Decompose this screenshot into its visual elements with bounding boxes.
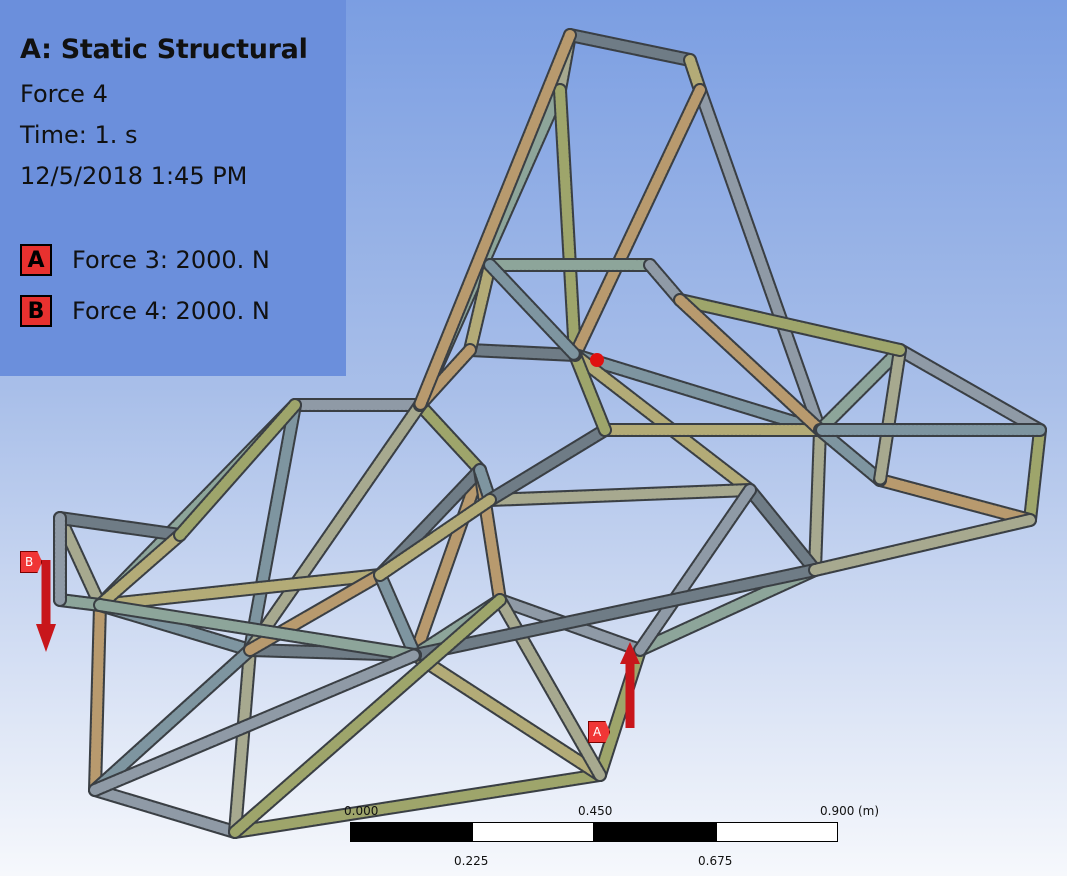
tube xyxy=(95,600,420,660)
tube xyxy=(90,785,240,837)
tube xyxy=(485,485,755,505)
tube xyxy=(465,260,495,355)
analysis-title: A: Static Structural xyxy=(20,34,308,65)
scale-unit: (m) xyxy=(858,804,880,818)
node-marker-icon xyxy=(590,353,604,367)
tube xyxy=(570,350,825,435)
tube xyxy=(90,650,420,795)
tube xyxy=(570,85,705,360)
scale-label-900: 0.900 xyxy=(820,804,855,818)
tube xyxy=(895,345,1045,435)
tube xyxy=(555,85,580,360)
force-a-tag[interactable]: A xyxy=(588,721,611,743)
tube xyxy=(90,600,105,795)
tube xyxy=(410,650,605,780)
tube xyxy=(375,495,495,580)
scale-label-0: 0.000 xyxy=(344,804,379,818)
tube xyxy=(875,475,1035,525)
tube xyxy=(1025,425,1045,525)
scale-segment-1 xyxy=(350,822,472,842)
tube xyxy=(95,530,185,610)
tube xyxy=(815,345,905,435)
tube xyxy=(675,295,905,355)
tube xyxy=(635,485,755,655)
tube xyxy=(695,85,825,435)
scale-label-225: 0.225 xyxy=(454,854,489,868)
force-b-arrow xyxy=(36,560,56,652)
tube xyxy=(485,260,580,360)
details-annotation-panel: A: Static Structural Force 4 Time: 1. s … xyxy=(0,0,346,376)
time-label: Time: 1. s xyxy=(20,121,138,149)
tube xyxy=(410,465,485,660)
tube xyxy=(745,485,820,575)
tube xyxy=(465,345,580,360)
scale-label-450: 0.450 xyxy=(578,804,613,818)
tube xyxy=(410,565,820,660)
tube xyxy=(415,30,575,410)
tube xyxy=(485,425,610,505)
tube xyxy=(55,513,185,540)
legend-key-b: B xyxy=(20,295,52,327)
legend-label-a: Force 3: 2000. N xyxy=(72,246,270,274)
tube xyxy=(90,645,255,795)
legend-key-a: A xyxy=(20,244,52,276)
force-a-arrow xyxy=(620,642,640,728)
tube xyxy=(230,595,505,837)
tube xyxy=(175,400,300,540)
tube xyxy=(810,515,1035,575)
legend-item-force-3[interactable]: A Force 3: 2000. N xyxy=(20,244,270,276)
tube xyxy=(815,425,885,485)
scale-segment-2 xyxy=(472,822,594,842)
tube xyxy=(230,770,605,837)
legend-item-force-4[interactable]: B Force 4: 2000. N xyxy=(20,295,270,327)
tube xyxy=(810,425,825,575)
tube xyxy=(570,350,610,435)
tube xyxy=(570,350,755,495)
tube xyxy=(245,400,425,655)
tube xyxy=(875,345,905,485)
force-b-tag[interactable]: B xyxy=(20,551,43,573)
frame-tubes xyxy=(53,28,1047,839)
tube xyxy=(230,645,255,837)
datetime-label: 12/5/2018 1:45 PM xyxy=(20,162,248,190)
scale-segment-4 xyxy=(716,822,838,842)
tube xyxy=(565,30,695,65)
legend-label-b: Force 4: 2000. N xyxy=(72,297,270,325)
tube xyxy=(415,400,485,475)
result-name: Force 4 xyxy=(20,80,108,108)
tube xyxy=(645,260,685,305)
scale-bar: 0.000 0.450 0.900 (m) 0.225 0.675 xyxy=(344,800,890,870)
tube xyxy=(375,570,420,660)
tube xyxy=(675,295,825,435)
scale-segment-3 xyxy=(594,822,716,842)
tube xyxy=(245,400,300,655)
scale-label-675: 0.675 xyxy=(698,854,733,868)
tube xyxy=(95,570,385,610)
